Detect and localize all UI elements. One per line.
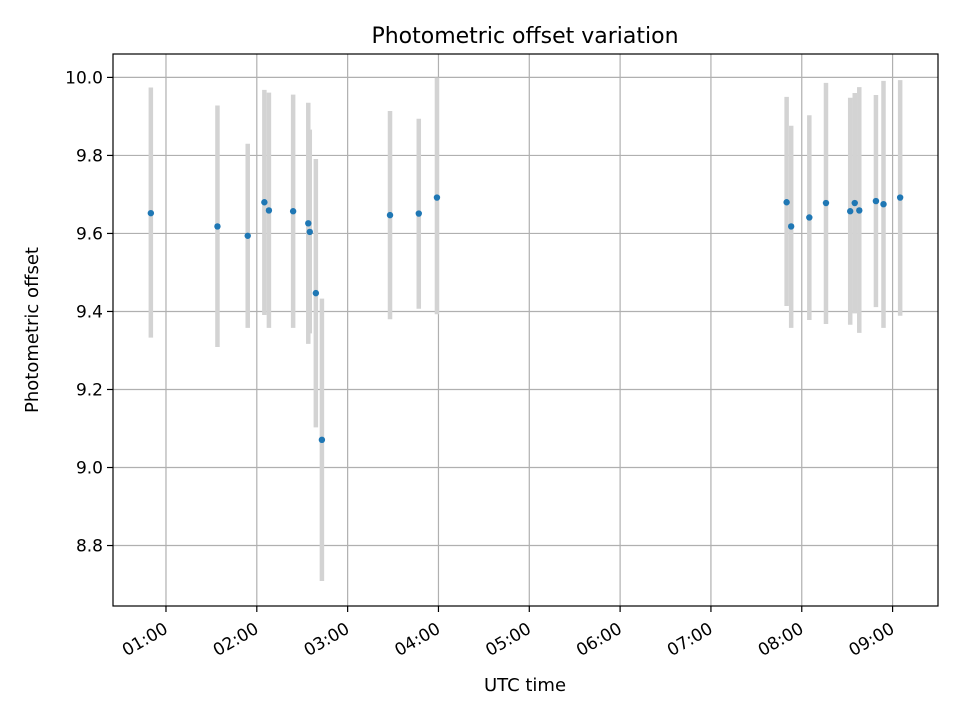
data-point [783,199,790,206]
x-axis-label: UTC time [484,675,566,696]
data-point [880,200,887,208]
y-axis-label: Photometric offset [22,247,43,413]
data-point [386,211,394,219]
data-point [147,209,155,217]
data-point [289,208,297,215]
data-point [851,199,858,207]
y-tick-label: 9.8 [76,146,103,166]
data-point [214,223,221,230]
y-tick-label: 10.0 [65,68,103,88]
y-tick-label: 9.0 [76,459,103,479]
data-point [433,194,441,201]
data-point [856,207,863,214]
data-point [261,199,268,206]
data-point [896,194,904,201]
data-point [244,232,251,239]
y-tick-label: 9.4 [76,302,103,322]
data-point [265,207,273,214]
data-point [872,197,880,205]
y-axis: 8.8 9.0 9.2 9.4 9.6 9.8 10.0 [65,68,113,557]
y-tick-label: 9.2 [76,380,103,400]
grid [113,54,938,606]
data-point [787,223,795,230]
data-points [147,194,904,444]
data-point [305,220,312,227]
y-tick-label: 8.8 [76,537,103,557]
data-point [806,214,813,221]
data-point [312,289,320,297]
data-point [318,436,326,444]
data-point [822,199,830,207]
chart-title: Photometric offset variation [371,24,678,49]
y-tick-label: 9.6 [76,224,103,244]
data-point [415,210,422,217]
data-point [847,208,854,215]
plot-area-frame [112,53,939,607]
data-point [306,228,313,236]
